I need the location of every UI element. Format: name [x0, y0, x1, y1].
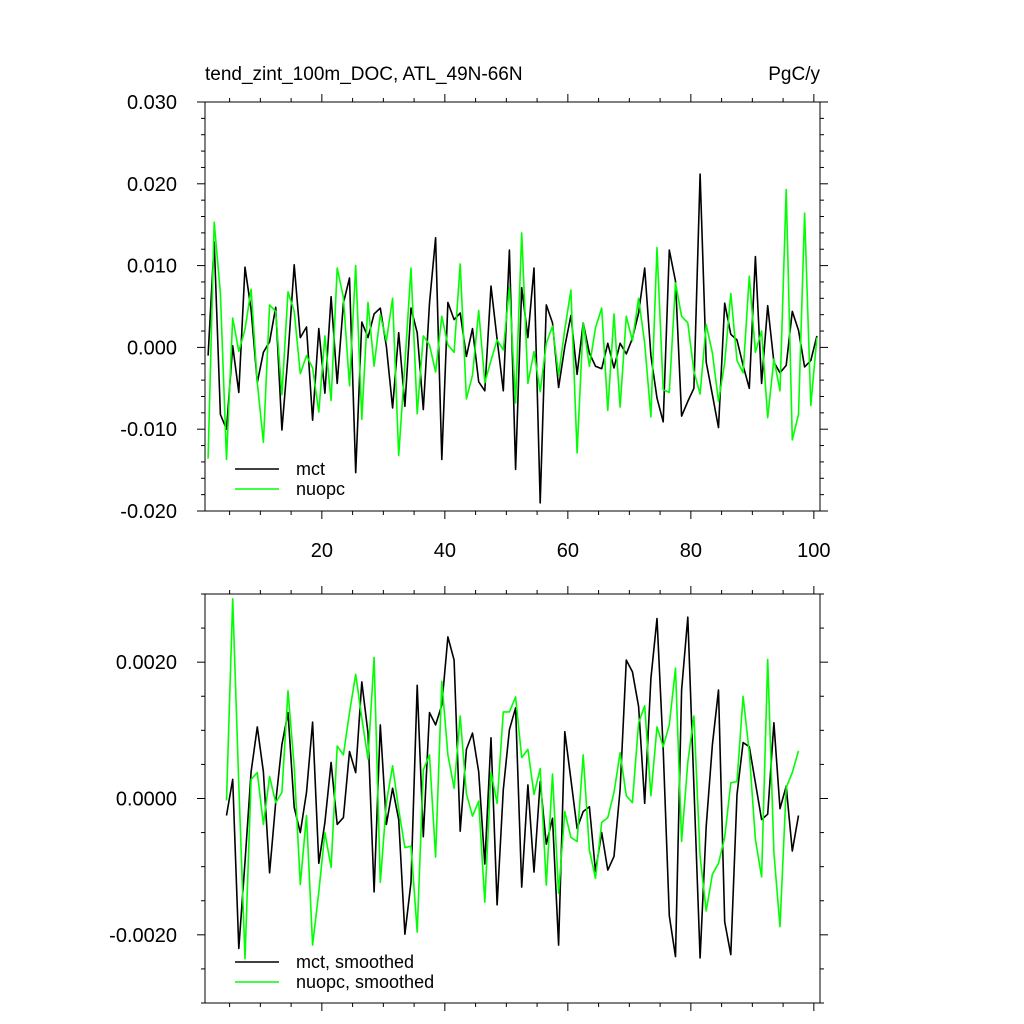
- x-tick-label: 80: [680, 540, 702, 562]
- y-tick-label: -0.020: [120, 501, 177, 523]
- plot-frame: [204, 101, 821, 512]
- x-tick-label: 60: [557, 540, 579, 562]
- y-tick-label: 0.0000: [116, 789, 177, 811]
- y-tick-label: 0.020: [127, 174, 177, 196]
- y-tick-label: 0.000: [127, 337, 177, 359]
- y-tick-label: 0.030: [127, 92, 177, 114]
- y-tick-label: 0.0020: [116, 652, 177, 674]
- x-tick-label: 40: [434, 540, 456, 562]
- y-tick-label: 0.010: [127, 256, 177, 278]
- legend-label: mct: [296, 459, 325, 479]
- legend-label: nuopc: [296, 479, 345, 499]
- units-label: PgC/y: [768, 64, 820, 85]
- chart-title: tend_zint_100m_DOC, ATL_49N-66N: [205, 64, 523, 85]
- x-tick-label: 20: [311, 540, 333, 562]
- y-tick-label: -0.010: [120, 419, 177, 441]
- series-line-nuopc-smoothed: [225, 597, 800, 960]
- x-tick-label: 100: [797, 540, 830, 562]
- legend-label: nuopc, smoothed: [296, 972, 434, 992]
- y-tick-label: -0.0020: [109, 925, 177, 947]
- series-line-nuopc: [207, 188, 818, 461]
- panel-1: 0.030 0.020 0.010 0.000 -0.010 -0.020 20 40 60 80…: [120, 92, 830, 562]
- series-line-mct-smoothed: [225, 616, 800, 959]
- legend-label: mct, smoothed: [296, 952, 414, 972]
